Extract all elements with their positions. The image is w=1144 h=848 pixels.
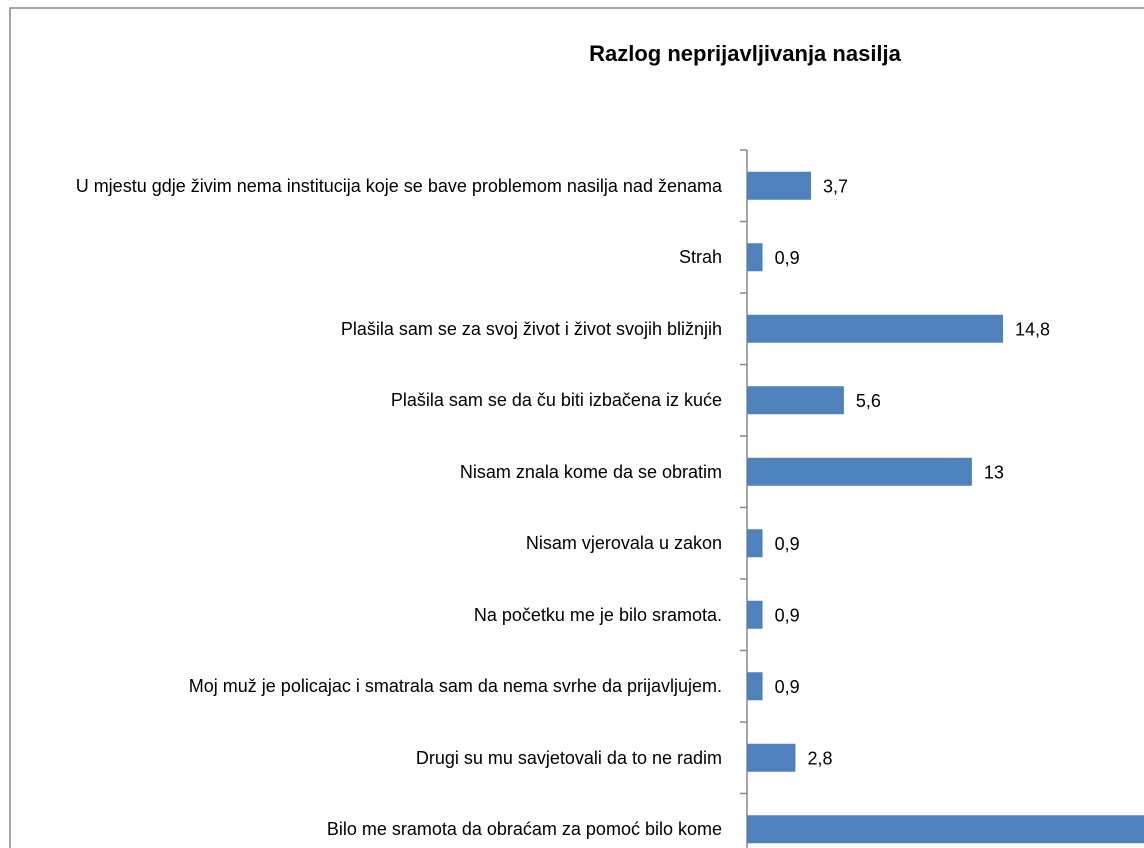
category-text: Plašila sam se za svoj život i život svo… [340, 318, 722, 339]
category-label: Nisam znala kome da se obratim [20, 442, 722, 502]
bar [747, 243, 763, 272]
value-label: 0,9 [775, 677, 800, 697]
bar [747, 457, 972, 486]
value-label: 2,8 [807, 749, 832, 769]
category-text: Plašila sam se da ču biti izbačena iz ku… [390, 390, 722, 411]
category-label: Nisam vjerovala u zakon [20, 513, 722, 573]
category-text: Nisam znala kome da se obratim [459, 461, 722, 482]
value-label: 0,9 [775, 534, 800, 554]
category-text: Bilo me sramota da obraćam za pomoć bilo… [326, 819, 722, 840]
bar [747, 743, 796, 772]
bar [747, 171, 812, 200]
category-label: Bilo me sramota da obraćam za pomoć bilo… [20, 799, 722, 848]
category-label: Na početku me je bilo sramota. [20, 585, 722, 645]
category-text: U mjestu gdje živim nema institucija koj… [75, 175, 722, 196]
chart-frame [9, 7, 1144, 848]
bar [747, 314, 1004, 343]
bar [747, 815, 1144, 844]
category-label: Plašila sam se da ču biti izbačena iz ku… [20, 370, 722, 430]
value-label: 5,6 [856, 391, 881, 411]
bar [747, 529, 763, 558]
category-label: Plašila sam se za svoj život i život svo… [20, 299, 722, 359]
value-label: 0,9 [775, 606, 800, 626]
value-label: 14,8 [1015, 320, 1050, 340]
category-label: Moj muž je policajac i smatrala sam da n… [20, 656, 722, 716]
bar [747, 386, 844, 415]
category-text: Nisam vjerovala u zakon [525, 533, 722, 554]
bar [747, 672, 763, 701]
category-text: Na početku me je bilo sramota. [473, 604, 722, 625]
category-text: Moj muž je policajac i smatrala sam da n… [188, 676, 722, 697]
category-text: Strah [678, 247, 722, 268]
category-label: U mjestu gdje živim nema institucija koj… [20, 156, 722, 216]
value-label: 3,7 [823, 177, 848, 197]
category-label: Strah [20, 227, 722, 287]
value-label: 0,9 [775, 248, 800, 268]
value-label: 13 [984, 463, 1004, 483]
category-label: Drugi su mu savjetovali da to ne radim [20, 728, 722, 788]
bar [747, 600, 763, 629]
category-text: Drugi su mu savjetovali da to ne radim [415, 747, 722, 768]
chart-title: Razlog neprijavljivanja nasilja [589, 41, 902, 66]
